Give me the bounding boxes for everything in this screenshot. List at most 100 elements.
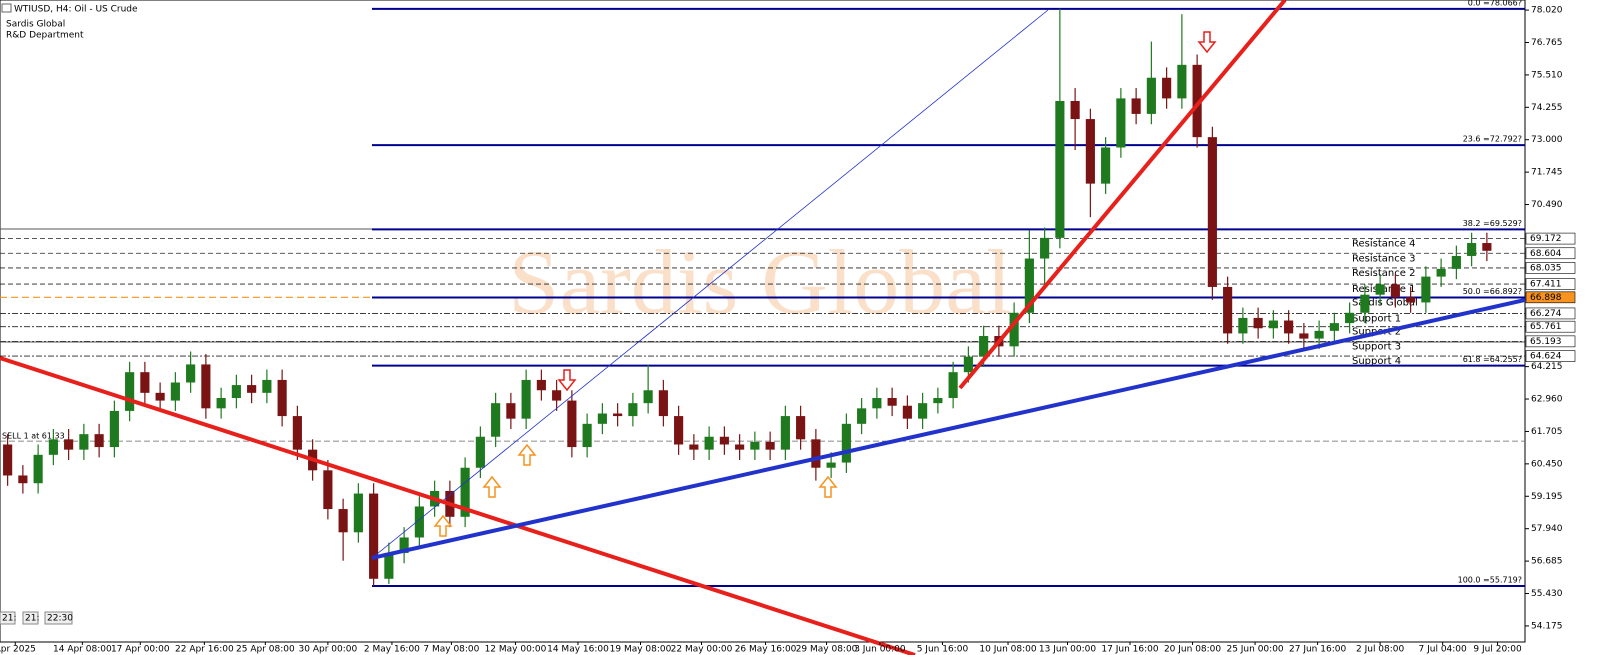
level-price-box (1525, 278, 1576, 290)
candle-body (323, 470, 333, 510)
candle-body (1146, 77, 1156, 114)
candle-body (1284, 320, 1294, 334)
level-price-box (1525, 320, 1576, 333)
time-box-label: 21: (25, 614, 39, 624)
candle-body (1268, 320, 1278, 329)
x-tick-label: 29 May 08:00 (796, 645, 858, 655)
candle-body (689, 444, 699, 450)
candle-body (765, 441, 775, 450)
candle-body (567, 400, 577, 448)
candle-body (155, 392, 165, 401)
fib-trend-line (371, 9, 1049, 559)
candle-body (109, 410, 119, 448)
candle-body (750, 441, 760, 450)
x-tick-label: 12 May 00:00 (485, 645, 547, 655)
trend-line (371, 298, 1526, 560)
y-tick-label: 71.745 (1531, 168, 1563, 178)
y-tick-label: 62.960 (1531, 395, 1563, 405)
fib-label: 50.0 =66.892? (1463, 287, 1522, 296)
symbol-icon (1, 3, 12, 13)
time-box (0, 611, 16, 625)
candle-body (1024, 258, 1034, 313)
y-tick-label: 75.510 (1531, 70, 1563, 80)
candle-body (1467, 243, 1477, 256)
candle-body (1360, 294, 1370, 313)
level-price: 65.761 (1530, 322, 1562, 332)
candle-body (979, 336, 989, 357)
candle-body (674, 416, 684, 445)
y-tick-label: 76.765 (1531, 38, 1563, 48)
candle-body (1162, 77, 1172, 99)
candle-body (277, 379, 287, 417)
candle-body (613, 413, 623, 417)
candle-body (1177, 64, 1187, 99)
level-price: 64.624 (1530, 352, 1562, 362)
level-price: 68.604 (1530, 249, 1562, 259)
x-tick-label: 25 Apr 08:00 (236, 645, 295, 655)
candle-body (1406, 297, 1416, 303)
level-price: 69.172 (1530, 234, 1562, 244)
time-box (22, 611, 39, 625)
candle-body (384, 552, 394, 579)
candle-body (475, 436, 485, 468)
level-name: Support 1 (1352, 313, 1401, 324)
candle-body (33, 454, 43, 484)
candle-body (506, 403, 516, 419)
candle-body (1223, 286, 1233, 334)
fib-label: 23.6 =72.792? (1463, 135, 1522, 144)
candle-body (1238, 317, 1248, 334)
x-tick-label: 26 May 16:00 (735, 645, 797, 655)
x-tick-label: 17 Apr 00:00 (111, 645, 170, 655)
candle-body (735, 444, 745, 450)
y-tick-label: 73.000 (1531, 135, 1563, 145)
x-tick-label: 14 May 16:00 (547, 645, 609, 655)
y-tick-label: 64.215 (1531, 362, 1563, 372)
candle-body (719, 436, 729, 445)
y-tick-label: 59.195 (1531, 492, 1563, 502)
time-box-label: 21: (2, 614, 16, 624)
candle-body (826, 462, 836, 468)
candle-body (811, 439, 821, 468)
level-price-box (1525, 232, 1576, 245)
candle-body (796, 416, 806, 440)
candle-body (231, 385, 241, 398)
candle-body (369, 493, 379, 579)
y-tick-label: 78.020 (1531, 6, 1563, 16)
symbol: WTIUSD, H4: Oil - US Crude (14, 5, 138, 15)
y-tick-label: 61.705 (1531, 427, 1563, 437)
level-name: Support 3 (1352, 341, 1401, 352)
x-tick-label: 10 Jun 08:00 (979, 645, 1036, 655)
candle-body (414, 506, 424, 538)
fib-label: 0.0 =78.066? (1468, 0, 1522, 7)
fib-label: 100.0 =55.719? (1458, 576, 1522, 585)
x-tick-label: 22 Apr 16:00 (175, 645, 234, 655)
candle-body (1375, 284, 1385, 295)
fibonacci: 0.0 =78.066? 23.6 =72.792? 38.2 =69.529? 50… (372, 0, 1525, 588)
level-price-box (1525, 247, 1576, 260)
candle-body (1299, 333, 1309, 339)
x-tick-label: Apr 2025 (0, 645, 36, 655)
level-price-box (1525, 307, 1576, 320)
level-price-box (1525, 262, 1576, 274)
candle-body (902, 405, 912, 419)
y-tick-label: 54.175 (1531, 621, 1563, 631)
level-price: 66.274 (1530, 309, 1562, 319)
candle-body (643, 390, 653, 404)
candle-body (1055, 100, 1065, 238)
trend-line (0, 356, 916, 655)
candle-body (841, 423, 851, 463)
candle-body (857, 408, 867, 424)
y-tick-label: 60.450 (1531, 459, 1563, 469)
trend-line (958, 0, 1287, 390)
time-box-label: 22:30 (47, 614, 73, 624)
candle-body (94, 434, 104, 448)
y-tick-label: 74.255 (1531, 103, 1563, 113)
candle-body (597, 413, 607, 424)
company: Sardis Global (6, 20, 65, 30)
candle-body (125, 372, 135, 411)
candle-body (3, 444, 13, 476)
level-price: 66.898 (1530, 293, 1562, 303)
candle-body (201, 364, 211, 409)
level-price-box (1525, 291, 1576, 304)
candle-body (170, 382, 180, 401)
